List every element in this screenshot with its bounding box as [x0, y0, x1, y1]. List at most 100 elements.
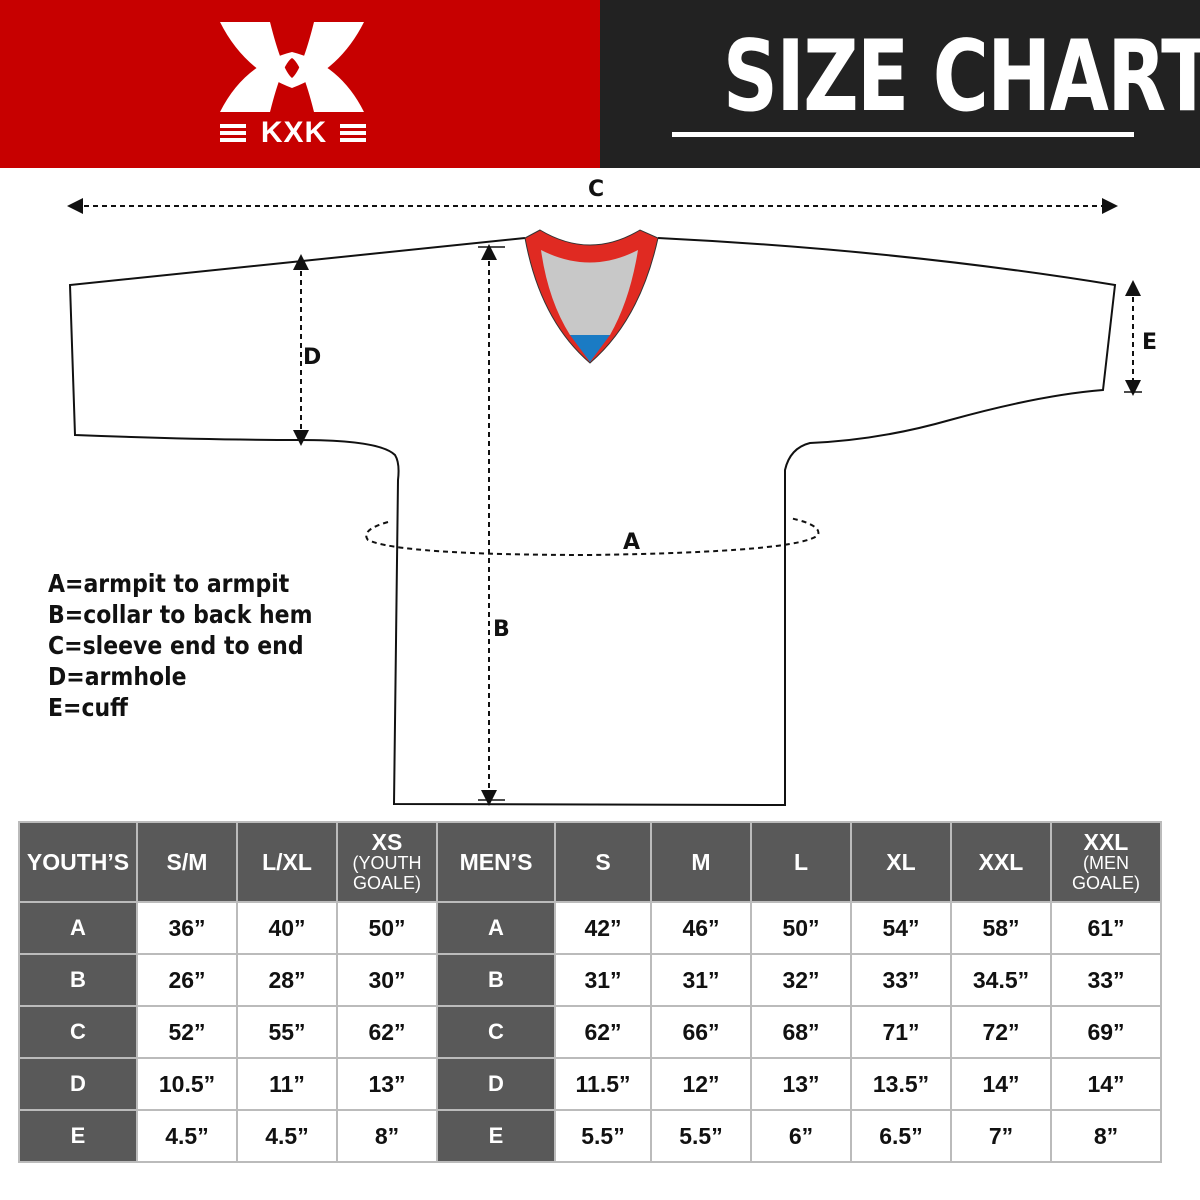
table-cell: 14” — [1052, 1059, 1160, 1109]
table-cell: 46” — [652, 903, 750, 953]
title-banner — [600, 0, 1200, 168]
table-cell: 50” — [752, 903, 850, 953]
table-cell: 11.5” — [556, 1059, 650, 1109]
size-sublabel: GOALE) — [1071, 873, 1141, 893]
table-cell: 40” — [238, 903, 336, 953]
legend-item: D=armhole — [48, 662, 187, 691]
size-sublabel: GOALE) — [352, 873, 422, 893]
table-cell: 32” — [752, 955, 850, 1005]
table-cell: 14” — [952, 1059, 1050, 1109]
table-cell: 12” — [652, 1059, 750, 1109]
row-label: B — [438, 955, 554, 1005]
table-cell: 6” — [752, 1111, 850, 1161]
table-cell: 31” — [556, 955, 650, 1005]
size-sublabel: (YOUTH — [352, 853, 422, 873]
label-e: E — [1142, 330, 1158, 355]
kxk-logo-icon — [220, 22, 366, 142]
table-cell: 13.5” — [852, 1059, 950, 1109]
size-label: XS — [371, 829, 403, 855]
jersey-diagram — [67, 198, 1142, 807]
table-row: B 26” 28” 30” B 31” 31” 32” 33” 34.5” 33” — [20, 955, 1160, 1005]
table-cell: 36” — [138, 903, 236, 953]
table-cell: 31” — [652, 955, 750, 1005]
table-cell: 62” — [338, 1007, 436, 1057]
row-label: E — [438, 1111, 554, 1161]
table-row: C 52” 55” 62” C 62” 66” 68” 71” 72” 69” — [20, 1007, 1160, 1057]
table-cell: 55” — [238, 1007, 336, 1057]
table-cell: 42” — [556, 903, 650, 953]
size-header: L — [752, 823, 850, 901]
label-b: B — [493, 617, 510, 642]
size-sublabel: (MEN — [1083, 853, 1129, 873]
table-cell: 33” — [1052, 955, 1160, 1005]
row-label: E — [20, 1111, 136, 1161]
table-cell: 26” — [138, 955, 236, 1005]
title-underline — [672, 132, 1134, 137]
group-header-youth: YOUTH’S — [20, 823, 136, 901]
table-cell: 50” — [338, 903, 436, 953]
jersey-outline — [68, 237, 1117, 807]
brand-name: KXK — [260, 116, 328, 149]
size-header: S/M — [138, 823, 236, 901]
table-cell: 8” — [1052, 1111, 1160, 1161]
table-cell: 13” — [338, 1059, 436, 1109]
label-d: D — [303, 345, 322, 370]
page-title: SIZE CHART — [722, 20, 1200, 134]
table-cell: 33” — [852, 955, 950, 1005]
legend-item: E=cuff — [48, 693, 128, 722]
size-header: XXL (MEN GOALE) — [1052, 823, 1160, 901]
row-label: D — [438, 1059, 554, 1109]
table-row: A 36” 40” 50” A 42” 46” 50” 54” 58” 61” — [20, 903, 1160, 953]
table-cell: 30” — [338, 955, 436, 1005]
collar-inner — [541, 250, 638, 335]
table-cell: 5.5” — [556, 1111, 650, 1161]
table-cell: 68” — [752, 1007, 850, 1057]
size-header: XL — [852, 823, 950, 901]
table-cell: 8” — [338, 1111, 436, 1161]
size-header: S — [556, 823, 650, 901]
size-label: XXL — [1083, 829, 1129, 855]
table-cell: 4.5” — [238, 1111, 336, 1161]
table-header-row: YOUTH’S S/M L/XL XS (YOUTH GOALE) MEN’S S M L XL XX… — [20, 823, 1160, 901]
row-label: A — [438, 903, 554, 953]
row-label: C — [438, 1007, 554, 1057]
size-header: XS (YOUTH GOALE) — [338, 823, 436, 901]
row-label: C — [20, 1007, 136, 1057]
row-label: D — [20, 1059, 136, 1109]
label-c: C — [588, 177, 605, 202]
row-label: B — [20, 955, 136, 1005]
table-cell: 72” — [952, 1007, 1050, 1057]
table-cell: 62” — [556, 1007, 650, 1057]
table-cell: 7” — [952, 1111, 1050, 1161]
size-header: M — [652, 823, 750, 901]
table-cell: 10.5” — [138, 1059, 236, 1109]
group-header-men: MEN’S — [438, 823, 554, 901]
measurement-legend: A=armpit to armpit B=collar to back hem … — [48, 568, 349, 723]
size-header: L/XL — [238, 823, 336, 901]
table-cell: 71” — [852, 1007, 950, 1057]
table-cell: 66” — [652, 1007, 750, 1057]
table-cell: 28” — [238, 955, 336, 1005]
table-cell: 61” — [1052, 903, 1160, 953]
brand-banner: KXK — [0, 0, 600, 168]
legend-item: C=sleeve end to end — [48, 631, 304, 660]
size-table: YOUTH’S S/M L/XL XS (YOUTH GOALE) MEN’S S M L XL XX… — [18, 821, 1162, 1163]
table-cell: 69” — [1052, 1007, 1160, 1057]
table-row: D 10.5” 11” 13” D 11.5” 12” 13” 13.5” 14” 14” — [20, 1059, 1160, 1109]
collar-accent — [570, 335, 610, 362]
label-a: A — [623, 530, 641, 555]
table-cell: 54” — [852, 903, 950, 953]
table-cell: 11” — [238, 1059, 336, 1109]
table-cell: 13” — [752, 1059, 850, 1109]
legend-item: B=collar to back hem — [48, 600, 313, 629]
row-label: A — [20, 903, 136, 953]
table-cell: 6.5” — [852, 1111, 950, 1161]
table-cell: 5.5” — [652, 1111, 750, 1161]
table-cell: 4.5” — [138, 1111, 236, 1161]
size-header: XXL — [952, 823, 1050, 901]
legend-item: A=armpit to armpit — [48, 569, 290, 598]
table-cell: 52” — [138, 1007, 236, 1057]
table-cell: 58” — [952, 903, 1050, 953]
table-row: E 4.5” 4.5” 8” E 5.5” 5.5” 6” 6.5” 7” 8” — [20, 1111, 1160, 1161]
table-cell: 34.5” — [952, 955, 1050, 1005]
